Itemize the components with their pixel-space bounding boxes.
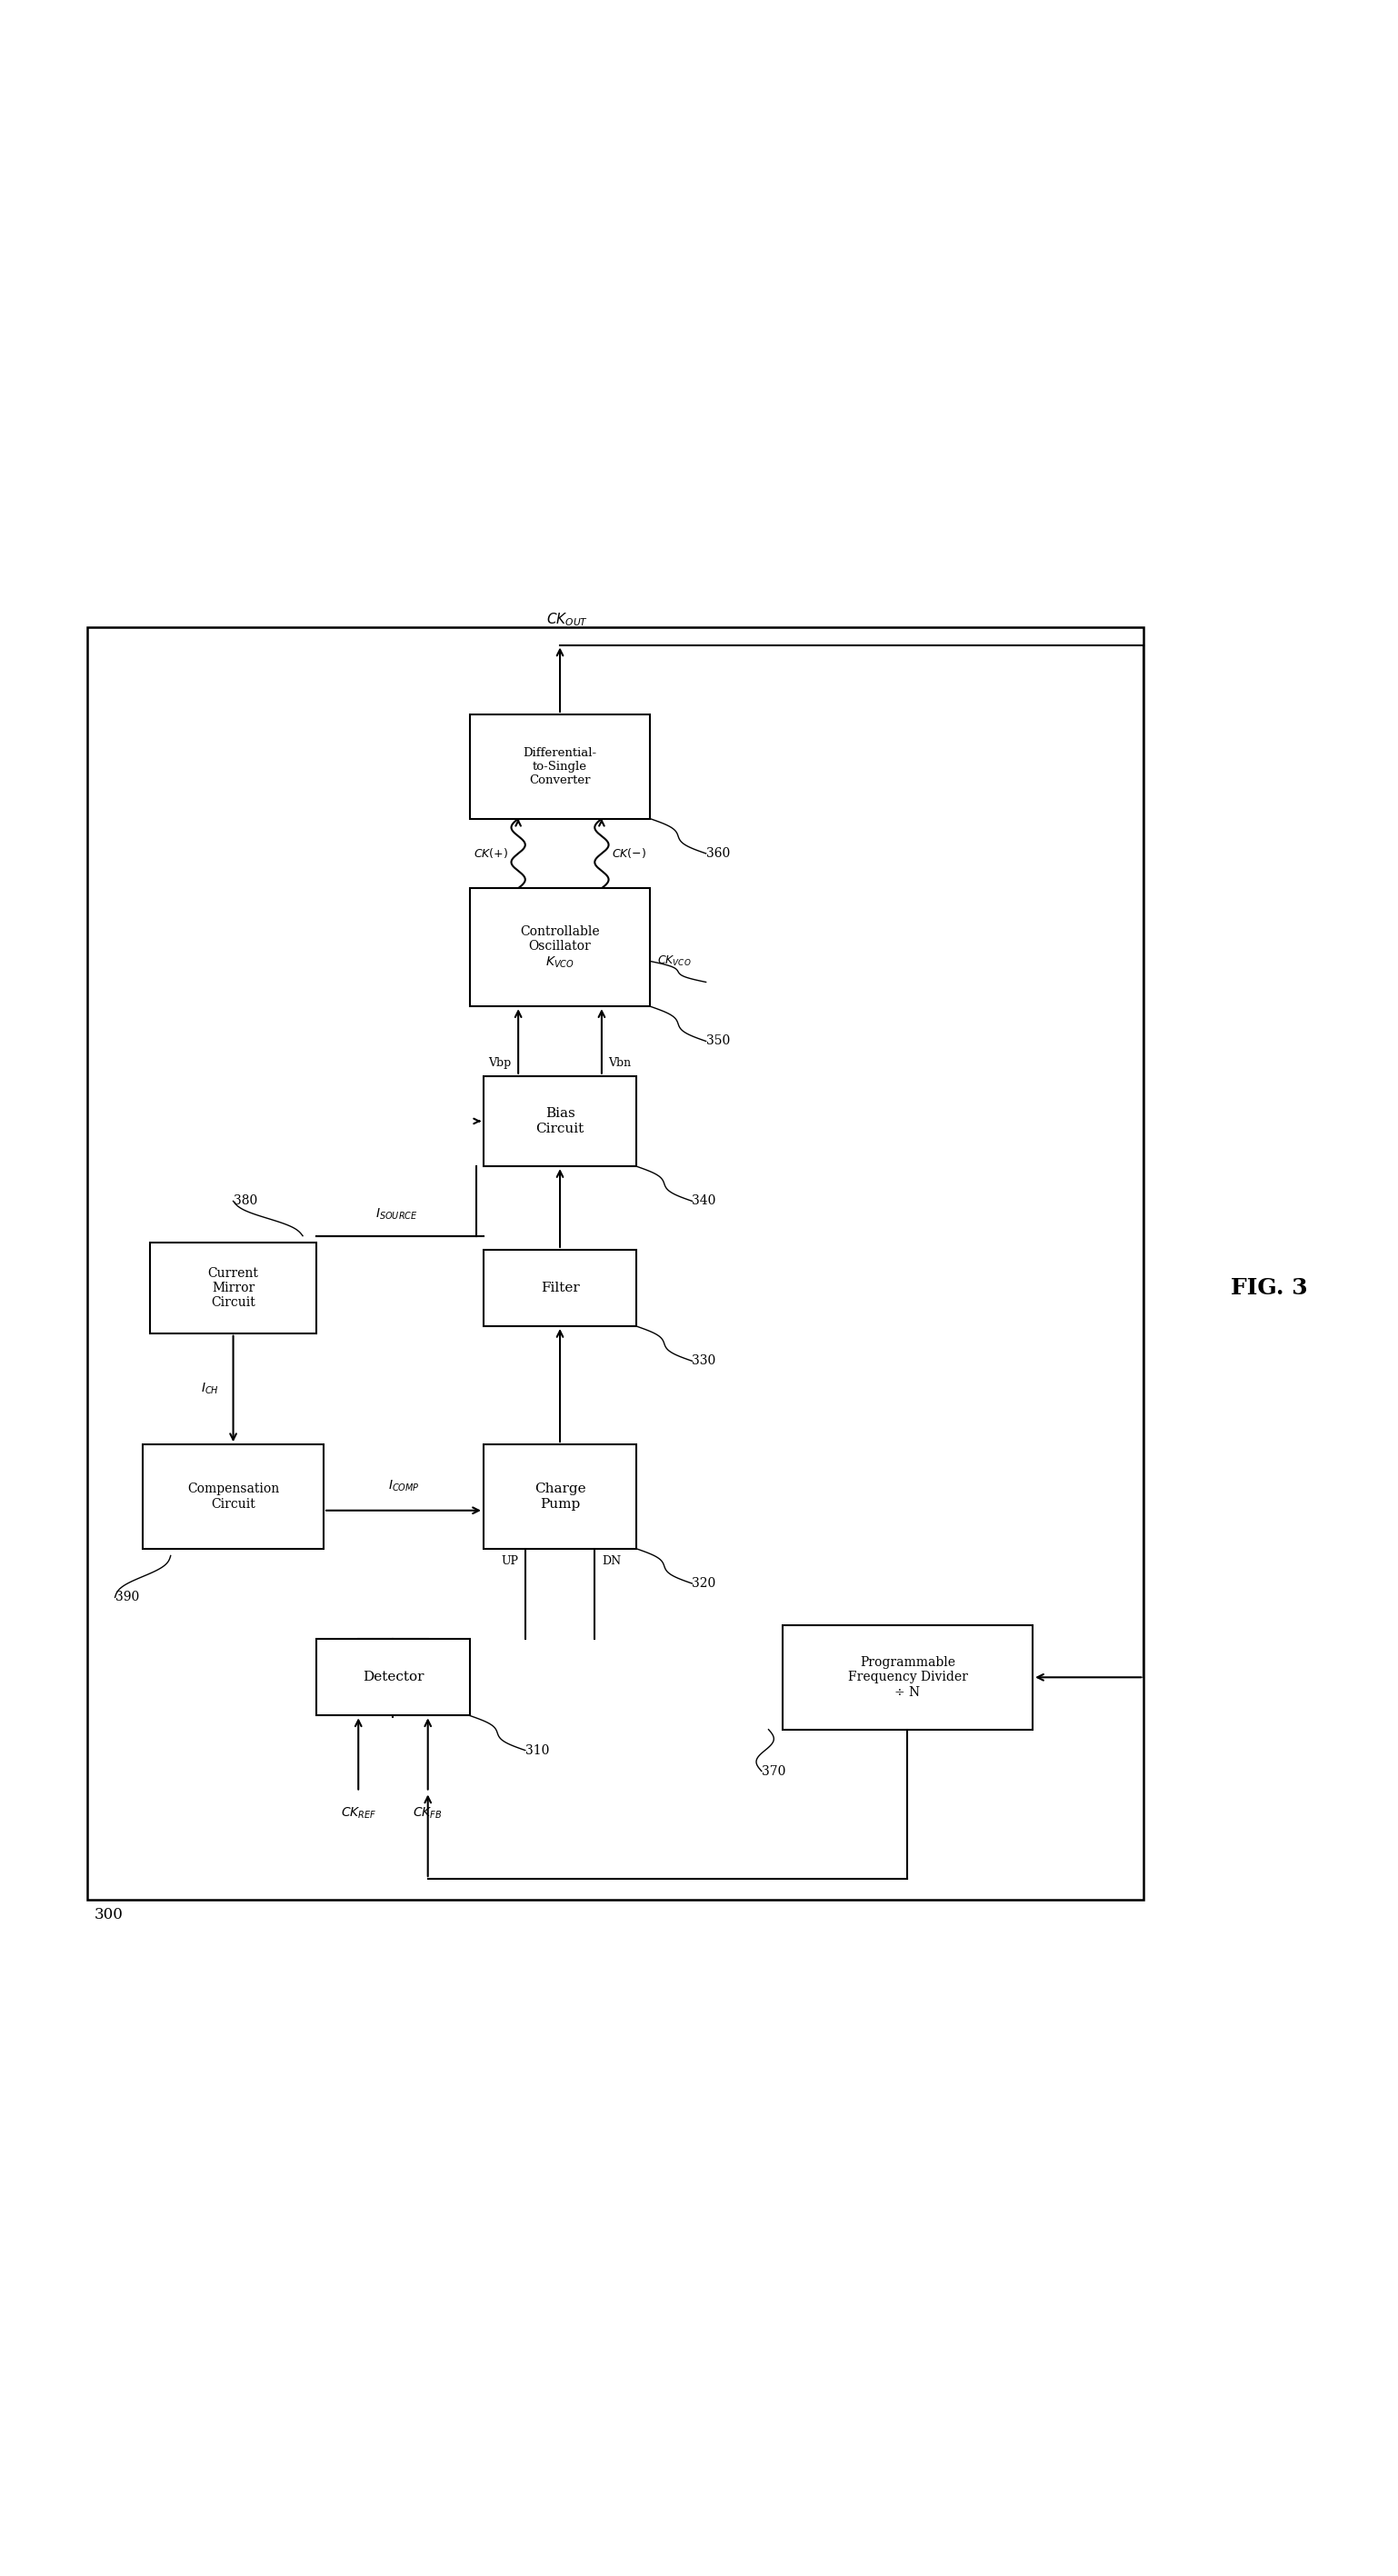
FancyBboxPatch shape (783, 1625, 1033, 1728)
Text: $I_{CH}$: $I_{CH}$ (201, 1381, 219, 1396)
Text: 370: 370 (762, 1765, 786, 1777)
Text: 330: 330 (692, 1355, 716, 1368)
FancyBboxPatch shape (143, 1445, 323, 1548)
Text: Detector: Detector (362, 1672, 424, 1685)
Text: Programmable
Frequency Divider
÷ N: Programmable Frequency Divider ÷ N (847, 1656, 967, 1698)
Text: 310: 310 (526, 1744, 549, 1757)
Text: $CK_{REF}$: $CK_{REF}$ (341, 1806, 376, 1821)
Text: Compensation
Circuit: Compensation Circuit (187, 1484, 280, 1510)
Text: 340: 340 (692, 1195, 716, 1208)
Text: $CK_{OUT}$: $CK_{OUT}$ (547, 611, 587, 629)
Text: Filter: Filter (541, 1283, 579, 1293)
Text: $CK(+)$: $CK(+)$ (474, 848, 509, 860)
Text: Bias
Circuit: Bias Circuit (535, 1108, 584, 1136)
Text: 360: 360 (706, 848, 730, 860)
FancyBboxPatch shape (484, 1445, 636, 1548)
Text: FIG. 3: FIG. 3 (1230, 1278, 1307, 1298)
Text: 380: 380 (233, 1195, 257, 1208)
Text: 300: 300 (94, 1906, 123, 1922)
Text: $CK_{VCO}$: $CK_{VCO}$ (657, 953, 692, 969)
Text: Differential-
to-Single
Converter: Differential- to-Single Converter (523, 747, 597, 786)
Text: Vbn: Vbn (608, 1056, 632, 1069)
Text: Vbp: Vbp (488, 1056, 512, 1069)
Text: 320: 320 (692, 1577, 716, 1589)
Text: $I_{SOURCE}$: $I_{SOURCE}$ (376, 1208, 418, 1221)
Text: 350: 350 (706, 1036, 730, 1048)
Text: $I_{COMP}$: $I_{COMP}$ (387, 1479, 419, 1494)
Text: 390: 390 (115, 1592, 138, 1605)
FancyBboxPatch shape (470, 889, 650, 1007)
FancyBboxPatch shape (484, 1077, 636, 1167)
FancyBboxPatch shape (484, 1249, 636, 1327)
Text: DN: DN (601, 1556, 621, 1566)
FancyBboxPatch shape (316, 1638, 470, 1716)
Text: $CK_{FB}$: $CK_{FB}$ (414, 1806, 443, 1821)
Text: Charge
Pump: Charge Pump (534, 1484, 586, 1510)
Text: $CK(-)$: $CK(-)$ (611, 848, 646, 860)
FancyBboxPatch shape (470, 714, 650, 819)
Text: UP: UP (500, 1556, 519, 1566)
Text: Current
Mirror
Circuit: Current Mirror Circuit (208, 1267, 259, 1309)
FancyBboxPatch shape (150, 1242, 316, 1334)
Text: Controllable
Oscillator
$K_{VCO}$: Controllable Oscillator $K_{VCO}$ (520, 925, 600, 969)
